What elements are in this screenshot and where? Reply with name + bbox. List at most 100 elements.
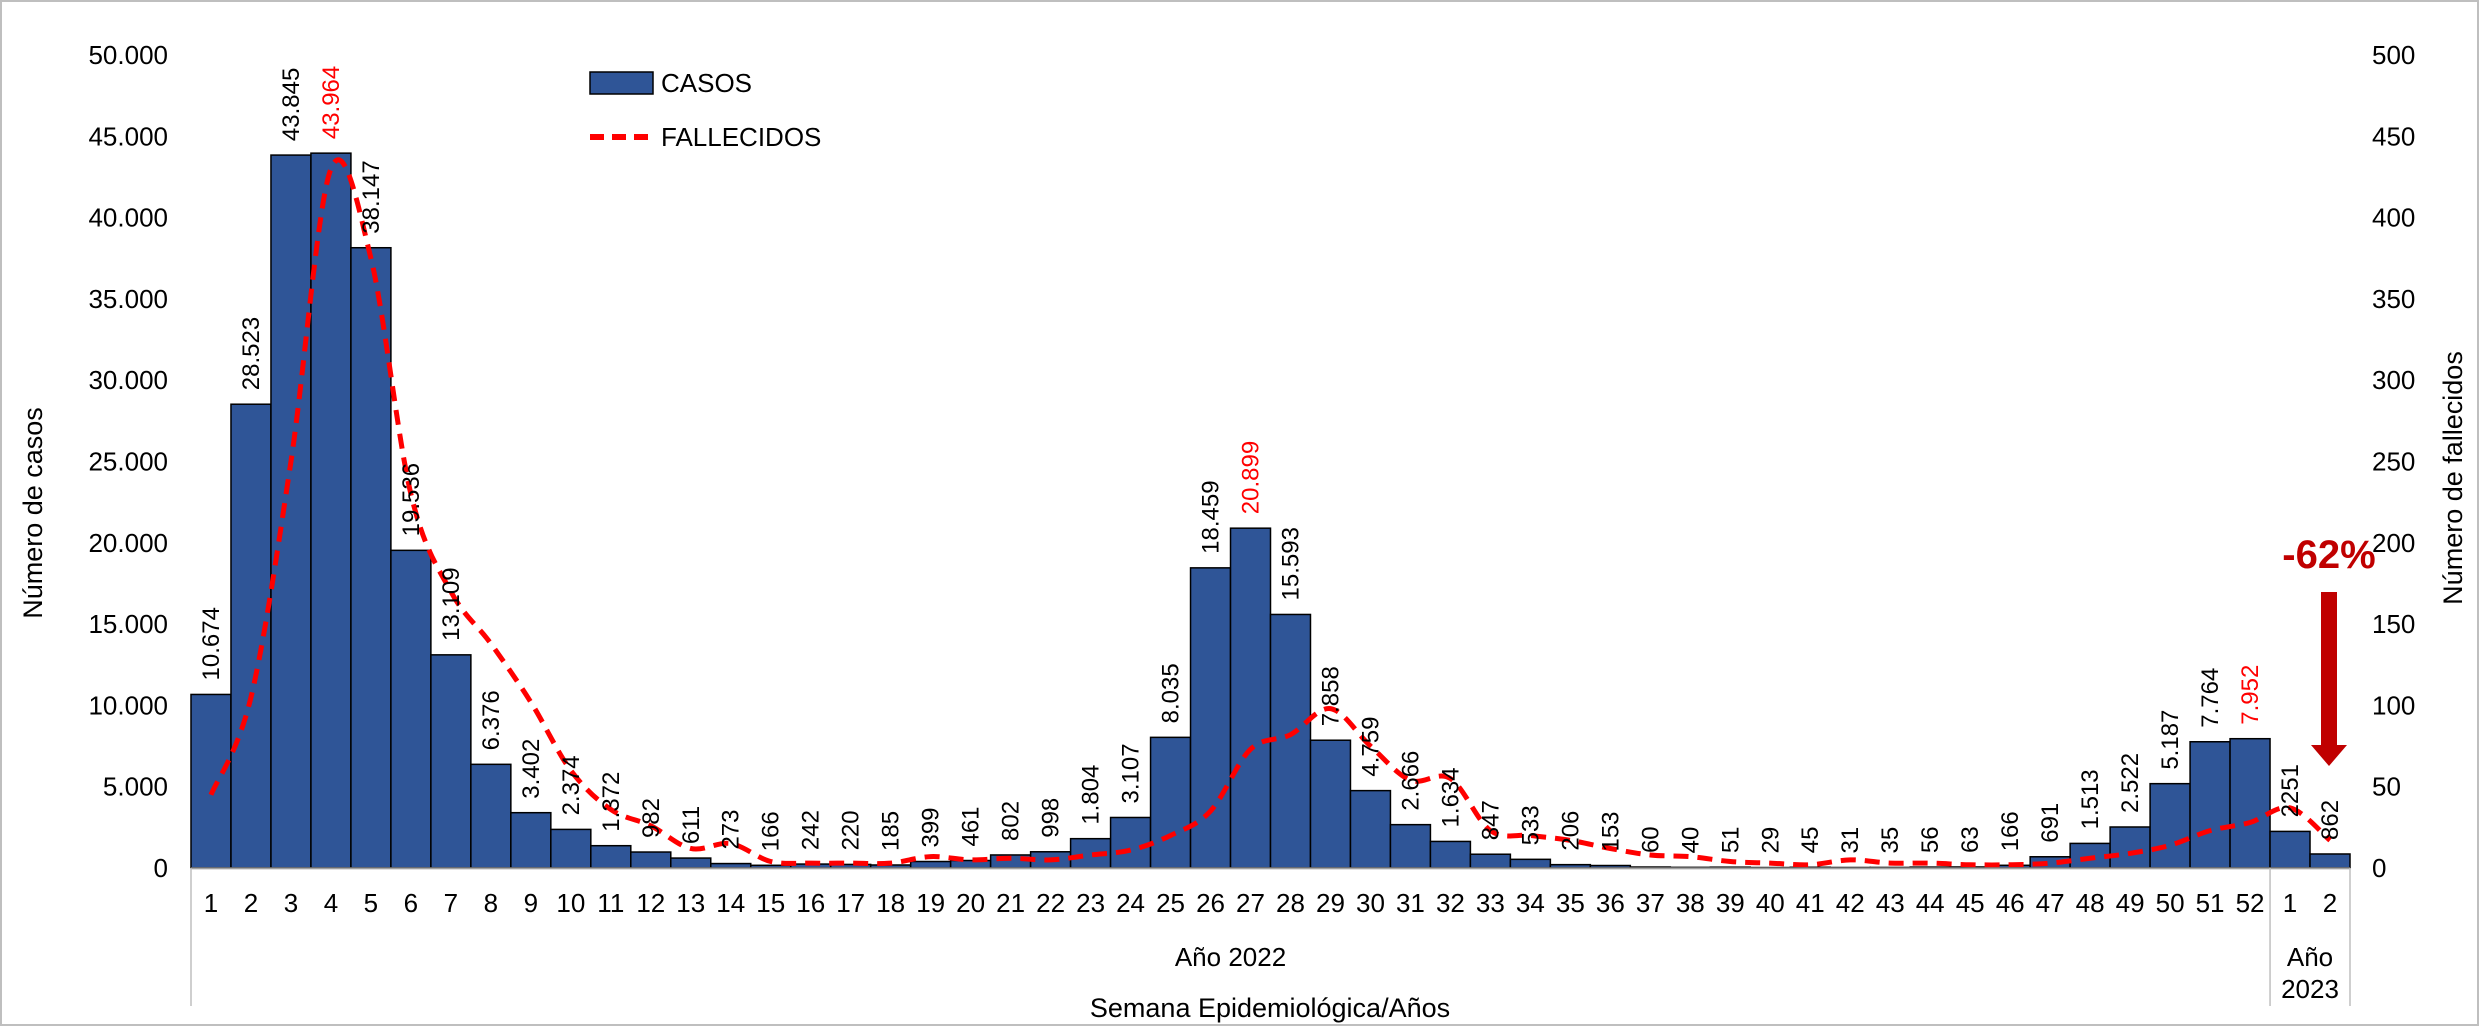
x-tick-label: 11 bbox=[597, 888, 624, 918]
data-label: 8.035 bbox=[1158, 663, 1185, 723]
y2-tick-label: 350 bbox=[2372, 284, 2415, 314]
x-tick-label: 26 bbox=[1196, 888, 1225, 918]
data-label: 2.666 bbox=[1397, 751, 1424, 811]
data-label: 2.522 bbox=[2117, 753, 2144, 813]
x-tick-label: 1 bbox=[204, 888, 218, 918]
x-group-label: Año bbox=[2287, 942, 2333, 972]
legend-casos-swatch bbox=[589, 71, 654, 95]
data-label: 273 bbox=[718, 810, 745, 850]
x-tick-label: 30 bbox=[1356, 888, 1385, 918]
bar bbox=[1229, 527, 1272, 869]
data-label: 166 bbox=[758, 811, 785, 851]
data-label: 7.858 bbox=[1317, 666, 1344, 726]
x-tick-label: 31 bbox=[1396, 888, 1425, 918]
x-tick-label: 15 bbox=[756, 888, 785, 918]
data-label: 18.459 bbox=[1198, 480, 1225, 553]
data-label: 2251 bbox=[2277, 764, 2304, 817]
x-tick-label: 33 bbox=[1476, 888, 1505, 918]
data-label: 7.764 bbox=[2197, 668, 2224, 728]
x-tick-label: 17 bbox=[836, 888, 865, 918]
x-tick-label: 32 bbox=[1436, 888, 1465, 918]
x-tick-label: 48 bbox=[2076, 888, 2105, 918]
y-tick-label: 20.000 bbox=[88, 528, 168, 558]
bar bbox=[1149, 736, 1192, 869]
x-tick-label: 3 bbox=[284, 888, 298, 918]
y2-tick-label: 150 bbox=[2372, 609, 2415, 639]
y2-tick-label: 250 bbox=[2372, 447, 2415, 477]
data-label: 3.402 bbox=[518, 739, 545, 799]
bar bbox=[1389, 823, 1432, 869]
data-label: 10.674 bbox=[198, 607, 225, 680]
x-tick-label: 1 bbox=[2283, 888, 2297, 918]
x-tick-label: 23 bbox=[1076, 888, 1105, 918]
data-label: 20.899 bbox=[1238, 441, 1265, 514]
bar bbox=[1429, 840, 1472, 869]
data-label: 206 bbox=[1557, 811, 1584, 851]
x-tick-label: 12 bbox=[636, 888, 665, 918]
data-label: 13.109 bbox=[438, 567, 465, 640]
data-label: 802 bbox=[998, 801, 1025, 841]
x-axis: 1 2 3 4 5 6 7 8 9 10 11 12 13 14 15 16 17 18 19 20 21 22 23 24 2… bbox=[190, 867, 2351, 1006]
bar bbox=[2149, 782, 2191, 869]
data-label: 153 bbox=[1597, 811, 1624, 851]
x-tick-label: 28 bbox=[1276, 888, 1305, 918]
y2-tick-label: 450 bbox=[2372, 121, 2415, 151]
x-tick-label: 5 bbox=[364, 888, 378, 918]
x-tick-label: 40 bbox=[1756, 888, 1785, 918]
axes: 0 5.000 10.000 15.000 20.000 25.000 30.000 35.0… bbox=[88, 40, 2415, 883]
x-tick-label: 4 bbox=[324, 888, 338, 918]
x-tick-label: 45 bbox=[1956, 888, 1985, 918]
x-tick-label: 47 bbox=[2036, 888, 2065, 918]
x-tick-label: 24 bbox=[1116, 888, 1145, 918]
bar bbox=[470, 763, 512, 869]
y-tick-label: 50.000 bbox=[88, 40, 168, 70]
y-tick-label: 40.000 bbox=[88, 203, 168, 233]
x-tick-label: 25 bbox=[1156, 888, 1185, 918]
x-tick-label: 7 bbox=[444, 888, 458, 918]
x-tick-label: 14 bbox=[716, 888, 745, 918]
y-tick-label: 25.000 bbox=[88, 447, 168, 477]
x-tick-label: 49 bbox=[2116, 888, 2145, 918]
data-label: 1.372 bbox=[598, 772, 625, 832]
x-tick-label: 38 bbox=[1676, 888, 1705, 918]
x-tick-label: 36 bbox=[1596, 888, 1625, 918]
y-tick-label: 30.000 bbox=[88, 365, 168, 395]
y-tick-label: 10.000 bbox=[88, 690, 168, 720]
data-label: 7.952 bbox=[2237, 665, 2264, 725]
annotation-percent: -62% bbox=[2282, 533, 2375, 577]
x-axis-title: Semana Epidemiológica/Años bbox=[1090, 993, 1450, 1023]
data-label: 51 bbox=[1717, 826, 1744, 853]
x-tick-label: 51 bbox=[2196, 888, 2225, 918]
x-tick-label: 6 bbox=[404, 888, 418, 918]
bar bbox=[670, 857, 712, 869]
x-tick-label: 19 bbox=[916, 888, 945, 918]
data-label: 982 bbox=[638, 798, 665, 838]
x-group-label: 2023 bbox=[2281, 974, 2339, 1004]
data-labels: 10.674 28.523 43.845 43.964 38.147 19.536 13.1… bbox=[198, 66, 2344, 854]
data-label: 28.523 bbox=[238, 317, 265, 390]
x-tick-label: 42 bbox=[1836, 888, 1865, 918]
data-label: 6.376 bbox=[478, 690, 505, 750]
bar bbox=[2269, 830, 2311, 869]
x-tick-label: 22 bbox=[1036, 888, 1065, 918]
bar bbox=[630, 851, 672, 869]
data-label: 242 bbox=[798, 810, 825, 850]
y2-tick-label: 0 bbox=[2372, 853, 2386, 883]
data-label: 1.513 bbox=[2077, 769, 2104, 829]
bar bbox=[1189, 567, 1232, 869]
x-tick-label: 2 bbox=[2323, 888, 2337, 918]
bar bbox=[1309, 739, 1352, 869]
legend: CASOS FALLECIDOS bbox=[589, 68, 821, 152]
bar bbox=[550, 828, 592, 869]
bar bbox=[270, 154, 312, 869]
bar bbox=[590, 844, 632, 869]
y-tick-label: 35.000 bbox=[88, 284, 168, 314]
y2-tick-label: 400 bbox=[2372, 203, 2415, 233]
x-tick-label: 46 bbox=[1996, 888, 2025, 918]
data-label: 29 bbox=[1757, 827, 1784, 854]
y-tick-label: 15.000 bbox=[88, 609, 168, 639]
x-tick-label: 41 bbox=[1796, 888, 1825, 918]
data-label: 461 bbox=[958, 806, 985, 846]
bar bbox=[510, 811, 552, 869]
